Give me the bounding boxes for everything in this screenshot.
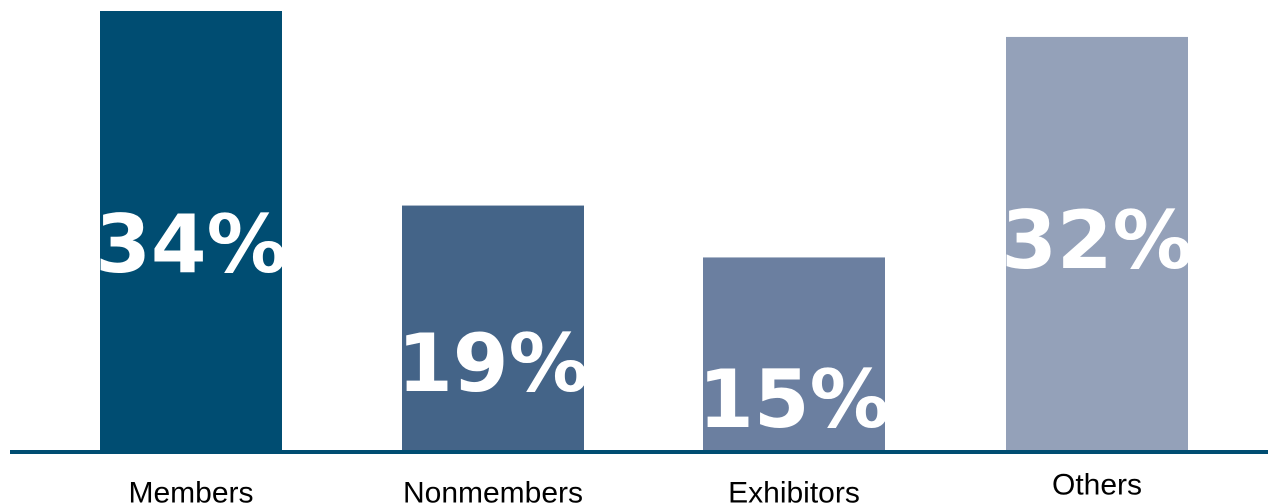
bar-others <box>1006 36 1188 453</box>
bar-members <box>100 11 282 452</box>
category-label-others: Others <box>1052 469 1142 502</box>
category-label-nonmembers: Nonmembers <box>403 477 583 504</box>
category-label-members: Members <box>128 477 253 504</box>
category-label-exhibitors: Exhibitors <box>728 477 860 504</box>
bar-value-label-nonmembers: 19% <box>397 317 588 410</box>
bars-group: 34% 19% 15% 32% <box>95 11 1193 453</box>
bar-value-label-exhibitors: 15% <box>698 353 889 446</box>
bar-value-label-members: 34% <box>95 198 286 291</box>
bar-nonmembers <box>402 205 584 452</box>
bar-exhibitors <box>703 257 885 452</box>
bar-value-label-others: 32% <box>1001 194 1192 287</box>
category-labels-group: Members Nonmembers Exhibitors Others <box>128 469 1142 504</box>
